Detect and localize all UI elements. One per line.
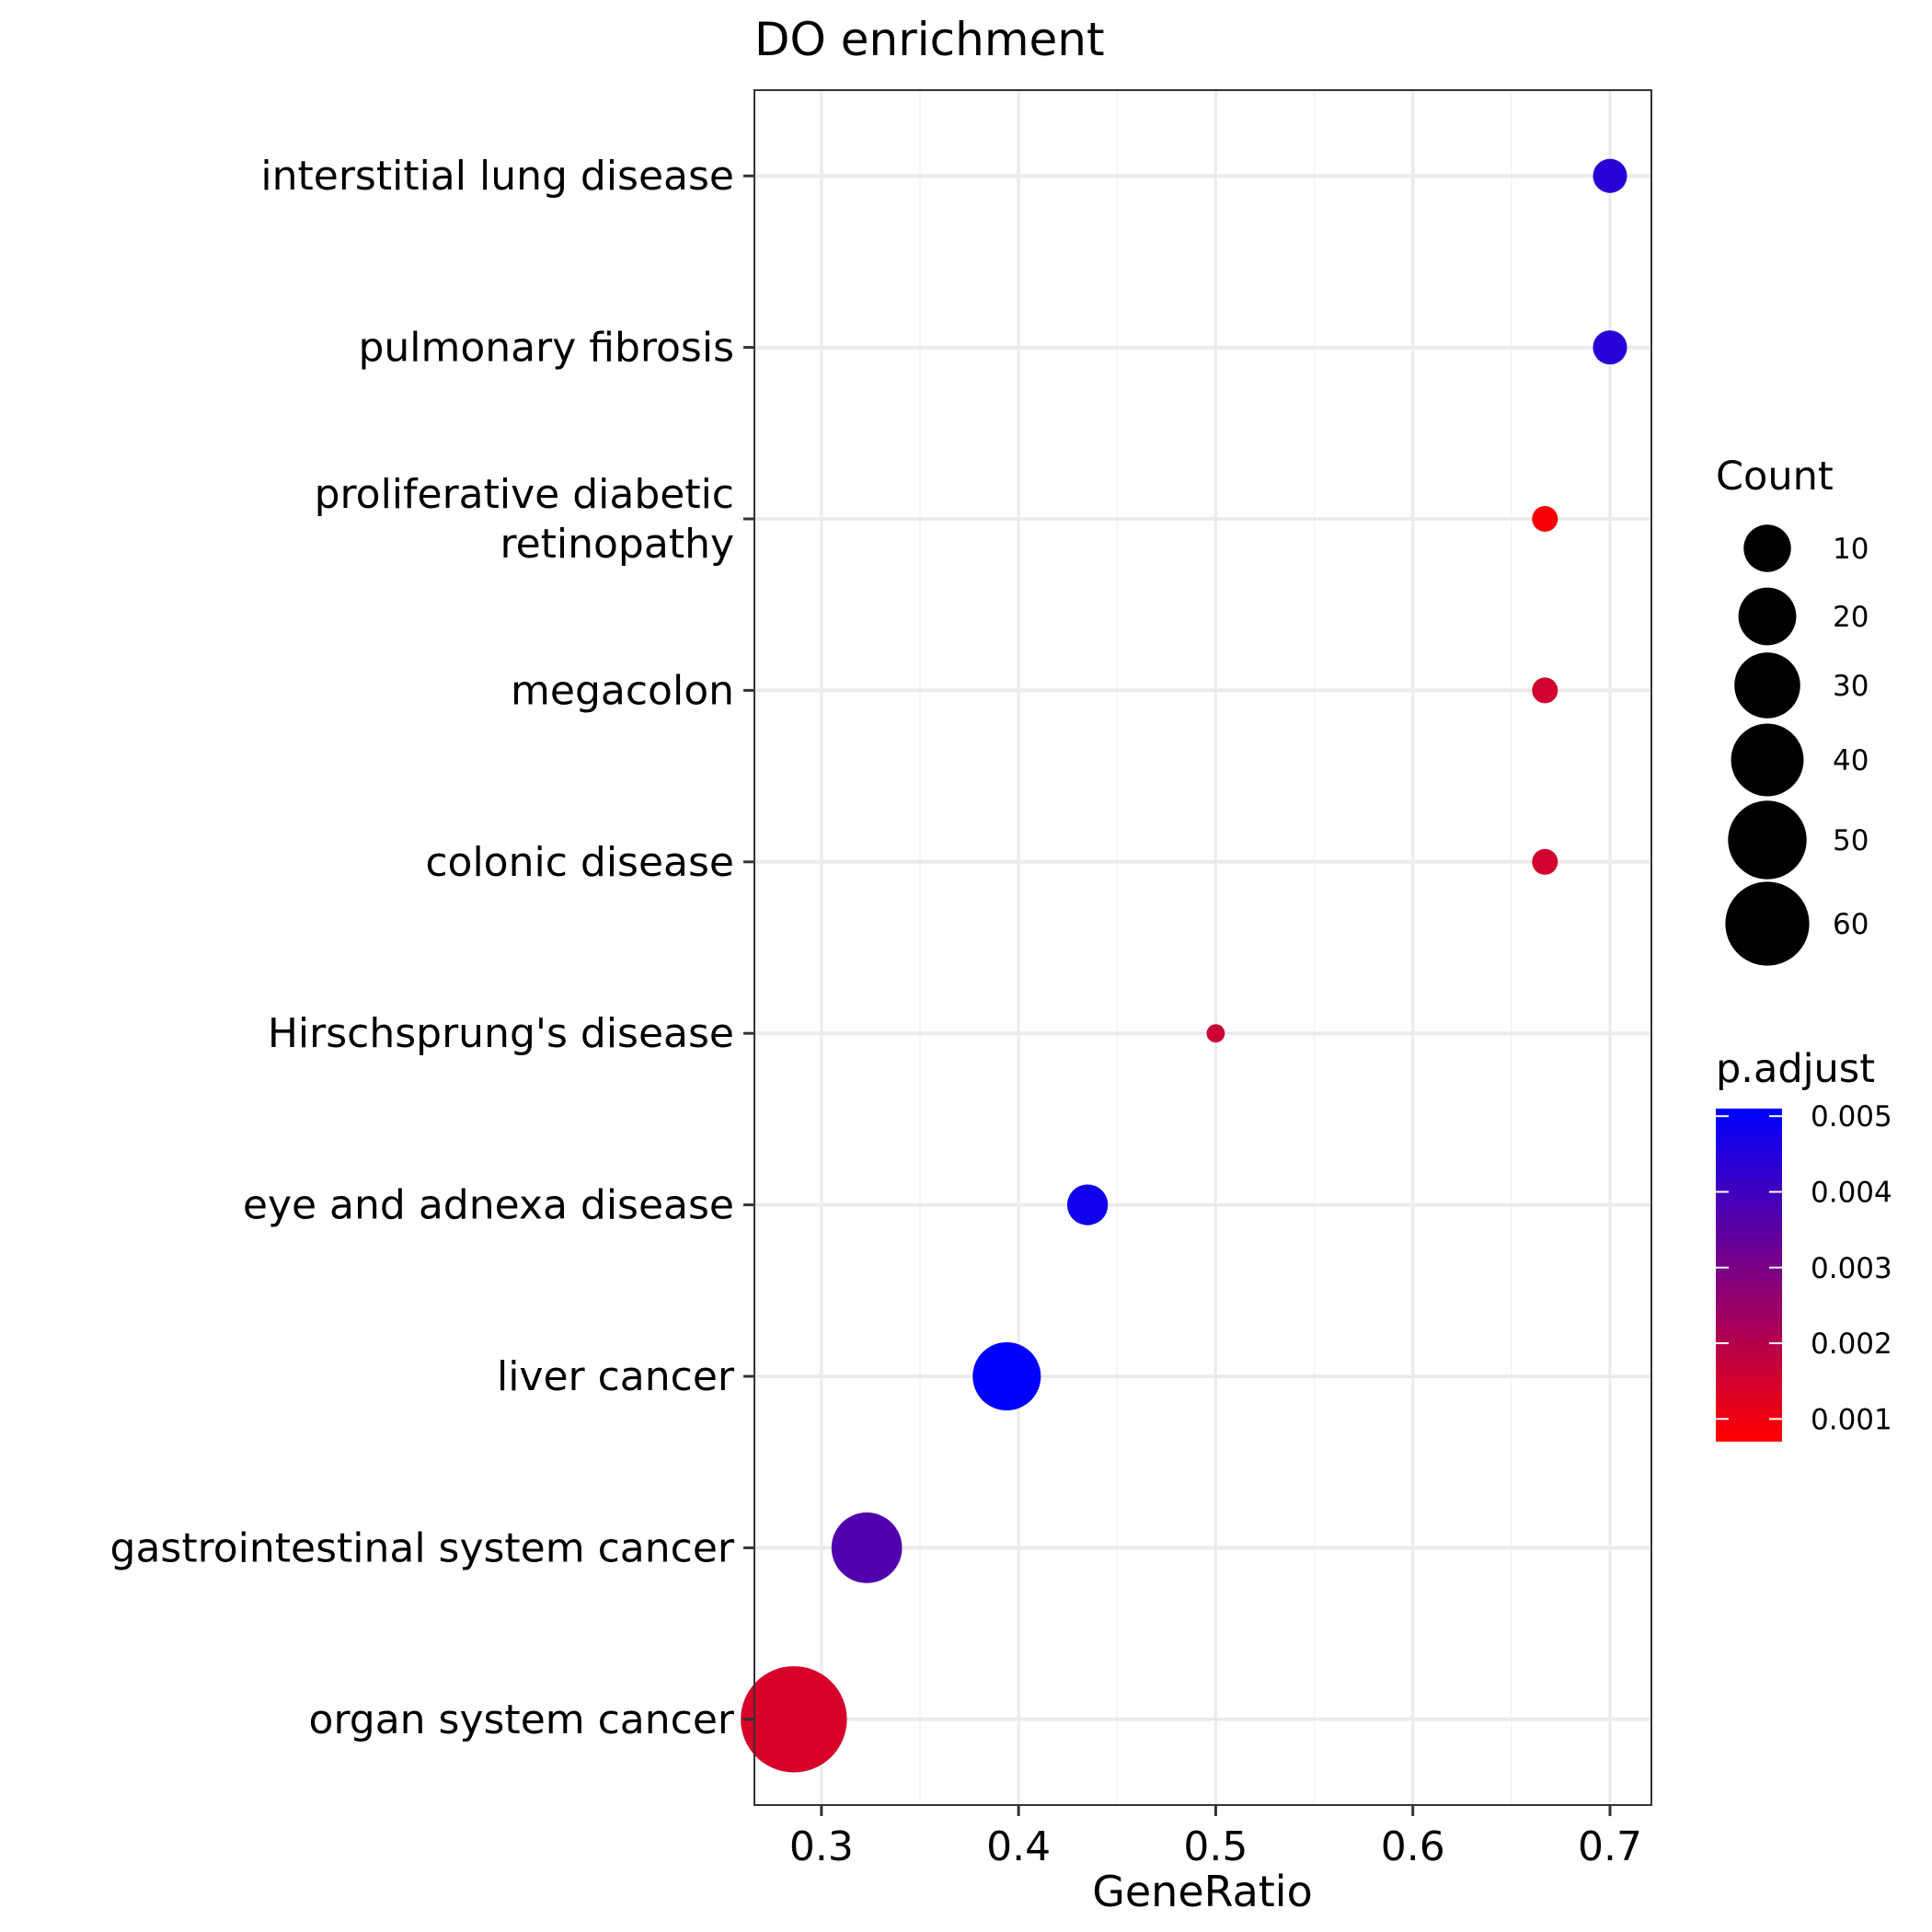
major-gridlines [754, 90, 1651, 1805]
y-tick-label: eye and adnexa disease [243, 1182, 734, 1229]
data-points [741, 158, 1627, 1773]
minor-gridlines [919, 90, 1512, 1805]
size-key-circle [1743, 524, 1791, 572]
colorbar-tick-label: 0.001 [1811, 1403, 1892, 1436]
size-key-circle [1728, 800, 1807, 880]
size-key-label: 10 [1833, 533, 1869, 566]
plot-panel [753, 89, 1652, 1806]
y-tick-label: pulmonary fibrosis [358, 325, 734, 372]
data-point [741, 1666, 847, 1773]
colorbar-tick-label: 0.002 [1811, 1328, 1892, 1361]
x-tick-label: 0.3 [789, 1823, 854, 1870]
count-size-legend: Count 10 20 30 40 50 60 [1716, 454, 1869, 966]
colorbar-tick-label: 0.003 [1811, 1252, 1892, 1285]
size-key-label: 60 [1833, 908, 1869, 941]
data-point [1206, 1024, 1225, 1043]
count-legend-title: Count [1716, 454, 1834, 500]
size-key-label: 30 [1833, 670, 1869, 703]
y-tick-label: megacolon [511, 667, 734, 714]
data-point [1532, 848, 1558, 875]
size-key-circle [1738, 587, 1797, 646]
y-tick-label: Hirschsprung's disease [268, 1010, 734, 1057]
p-adjust-colorbar [1716, 1109, 1782, 1442]
size-key-label: 20 [1833, 601, 1869, 634]
size-key-label: 40 [1833, 744, 1869, 777]
size-key-circle [1725, 881, 1810, 966]
x-tick-label: 0.4 [986, 1823, 1051, 1870]
colorbar-ticks: 0.005 0.004 0.003 0.002 0.001 [1716, 1100, 1892, 1436]
x-axis: 0.3 0.4 0.5 0.6 0.7 [789, 1805, 1642, 1870]
size-key-circle [1731, 723, 1804, 797]
data-point [972, 1341, 1041, 1411]
p-adjust-color-legend: p.adjust 0.005 0.004 0.003 0.002 0.001 [1716, 1046, 1892, 1442]
x-tick-label: 0.6 [1381, 1823, 1445, 1870]
chart-title: DO enrichment [754, 13, 1105, 66]
y-tick-label: interstitial lung disease [260, 153, 734, 200]
y-tick-label: proliferative diabetic [315, 471, 734, 518]
x-tick-label: 0.5 [1183, 1823, 1248, 1870]
y-axis: interstitial lung disease pulmonary fibro… [110, 153, 754, 1743]
y-tick-label: colonic disease [425, 839, 734, 886]
size-key-circle [1734, 652, 1800, 719]
data-point [1593, 330, 1627, 365]
size-key-label: 50 [1833, 824, 1869, 857]
x-tick-label: 0.7 [1578, 1823, 1642, 1870]
data-point [1532, 677, 1558, 704]
data-point [1593, 158, 1627, 193]
colorbar-tick-label: 0.005 [1811, 1100, 1892, 1133]
data-point [1532, 506, 1558, 532]
y-tick-label: liver cancer [497, 1353, 735, 1400]
x-axis-title: GeneRatio [1092, 1867, 1313, 1916]
data-point [1067, 1184, 1109, 1225]
y-tick-label: organ system cancer [309, 1696, 735, 1743]
colorbar-tick-label: 0.004 [1811, 1177, 1892, 1210]
p-adjust-legend-title: p.adjust [1716, 1046, 1875, 1092]
y-tick-label: gastrointestinal system cancer [110, 1524, 735, 1571]
data-point [831, 1512, 903, 1583]
y-tick-label: retinopathy [500, 521, 734, 568]
